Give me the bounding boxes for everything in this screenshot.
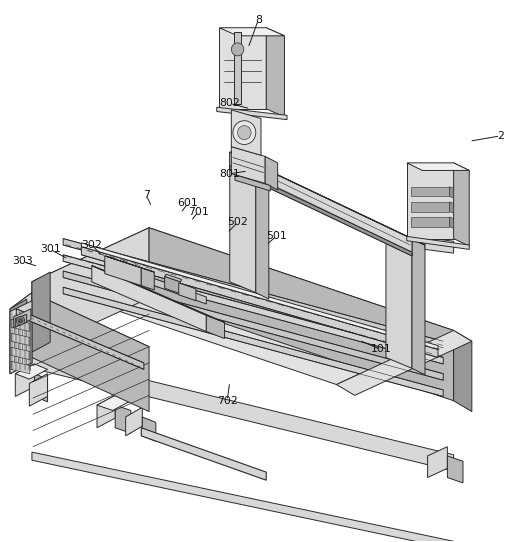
Polygon shape: [447, 456, 463, 483]
Polygon shape: [10, 293, 149, 363]
Text: 303: 303: [12, 256, 33, 266]
Text: 502: 502: [227, 217, 248, 227]
Polygon shape: [179, 283, 196, 301]
Polygon shape: [454, 163, 469, 246]
Polygon shape: [11, 319, 30, 332]
Polygon shape: [449, 202, 454, 213]
Polygon shape: [217, 107, 287, 120]
Polygon shape: [10, 301, 32, 374]
Polygon shape: [105, 256, 141, 286]
Polygon shape: [29, 374, 48, 406]
Polygon shape: [141, 268, 155, 290]
Polygon shape: [11, 347, 30, 360]
Circle shape: [238, 126, 251, 140]
Polygon shape: [92, 266, 206, 332]
Circle shape: [18, 319, 22, 323]
Polygon shape: [386, 228, 412, 369]
Polygon shape: [231, 110, 261, 156]
Polygon shape: [32, 228, 454, 384]
Polygon shape: [63, 255, 443, 364]
Polygon shape: [32, 272, 50, 352]
Polygon shape: [10, 293, 32, 374]
Polygon shape: [428, 447, 447, 478]
Text: 601: 601: [177, 198, 198, 209]
Polygon shape: [10, 299, 27, 374]
Polygon shape: [449, 186, 454, 198]
Polygon shape: [230, 152, 256, 293]
Polygon shape: [407, 236, 469, 249]
Text: 301: 301: [40, 244, 61, 254]
Polygon shape: [63, 238, 443, 348]
Text: 702: 702: [217, 396, 238, 406]
Polygon shape: [16, 309, 144, 370]
Polygon shape: [256, 163, 269, 299]
Polygon shape: [411, 217, 449, 227]
Text: 7: 7: [143, 190, 150, 201]
Text: 802: 802: [219, 99, 240, 108]
Polygon shape: [407, 163, 454, 238]
Polygon shape: [81, 243, 438, 350]
Polygon shape: [386, 228, 425, 245]
Polygon shape: [63, 271, 443, 380]
Polygon shape: [149, 228, 454, 401]
Polygon shape: [63, 287, 443, 396]
Polygon shape: [92, 266, 224, 322]
Polygon shape: [32, 452, 454, 542]
Circle shape: [233, 121, 256, 145]
Polygon shape: [143, 417, 156, 441]
Polygon shape: [407, 163, 469, 170]
Polygon shape: [231, 147, 265, 183]
Text: 2: 2: [497, 131, 504, 141]
Text: 101: 101: [371, 344, 391, 354]
Polygon shape: [265, 157, 278, 190]
Text: 701: 701: [188, 207, 209, 217]
Polygon shape: [15, 314, 27, 327]
Polygon shape: [15, 364, 48, 379]
Polygon shape: [411, 202, 449, 211]
Polygon shape: [454, 331, 472, 411]
Polygon shape: [230, 152, 425, 245]
Polygon shape: [141, 428, 266, 480]
Text: 801: 801: [219, 169, 240, 179]
Polygon shape: [337, 331, 472, 395]
Polygon shape: [34, 374, 48, 402]
Polygon shape: [266, 28, 284, 117]
Polygon shape: [235, 175, 270, 191]
Polygon shape: [219, 28, 266, 109]
Polygon shape: [219, 28, 284, 36]
Polygon shape: [230, 165, 412, 256]
Text: 302: 302: [81, 240, 102, 250]
Polygon shape: [32, 293, 149, 411]
Polygon shape: [425, 237, 454, 253]
Polygon shape: [11, 362, 30, 374]
Polygon shape: [15, 364, 34, 396]
Polygon shape: [105, 256, 155, 272]
Polygon shape: [411, 186, 449, 196]
Polygon shape: [97, 395, 131, 410]
Polygon shape: [164, 274, 182, 282]
Text: 8: 8: [255, 15, 262, 24]
Polygon shape: [11, 333, 30, 346]
Polygon shape: [105, 261, 206, 304]
Polygon shape: [230, 152, 269, 169]
Polygon shape: [97, 395, 115, 428]
Polygon shape: [32, 228, 149, 352]
Polygon shape: [126, 407, 143, 436]
Polygon shape: [81, 247, 438, 358]
Polygon shape: [115, 405, 131, 433]
Polygon shape: [14, 309, 31, 328]
Polygon shape: [230, 152, 412, 256]
Polygon shape: [449, 217, 454, 228]
Polygon shape: [32, 352, 454, 471]
Circle shape: [231, 43, 244, 56]
Polygon shape: [234, 32, 241, 105]
Polygon shape: [164, 276, 180, 294]
Circle shape: [16, 317, 25, 325]
Text: 501: 501: [266, 231, 287, 241]
Polygon shape: [412, 238, 425, 375]
Polygon shape: [206, 315, 224, 339]
